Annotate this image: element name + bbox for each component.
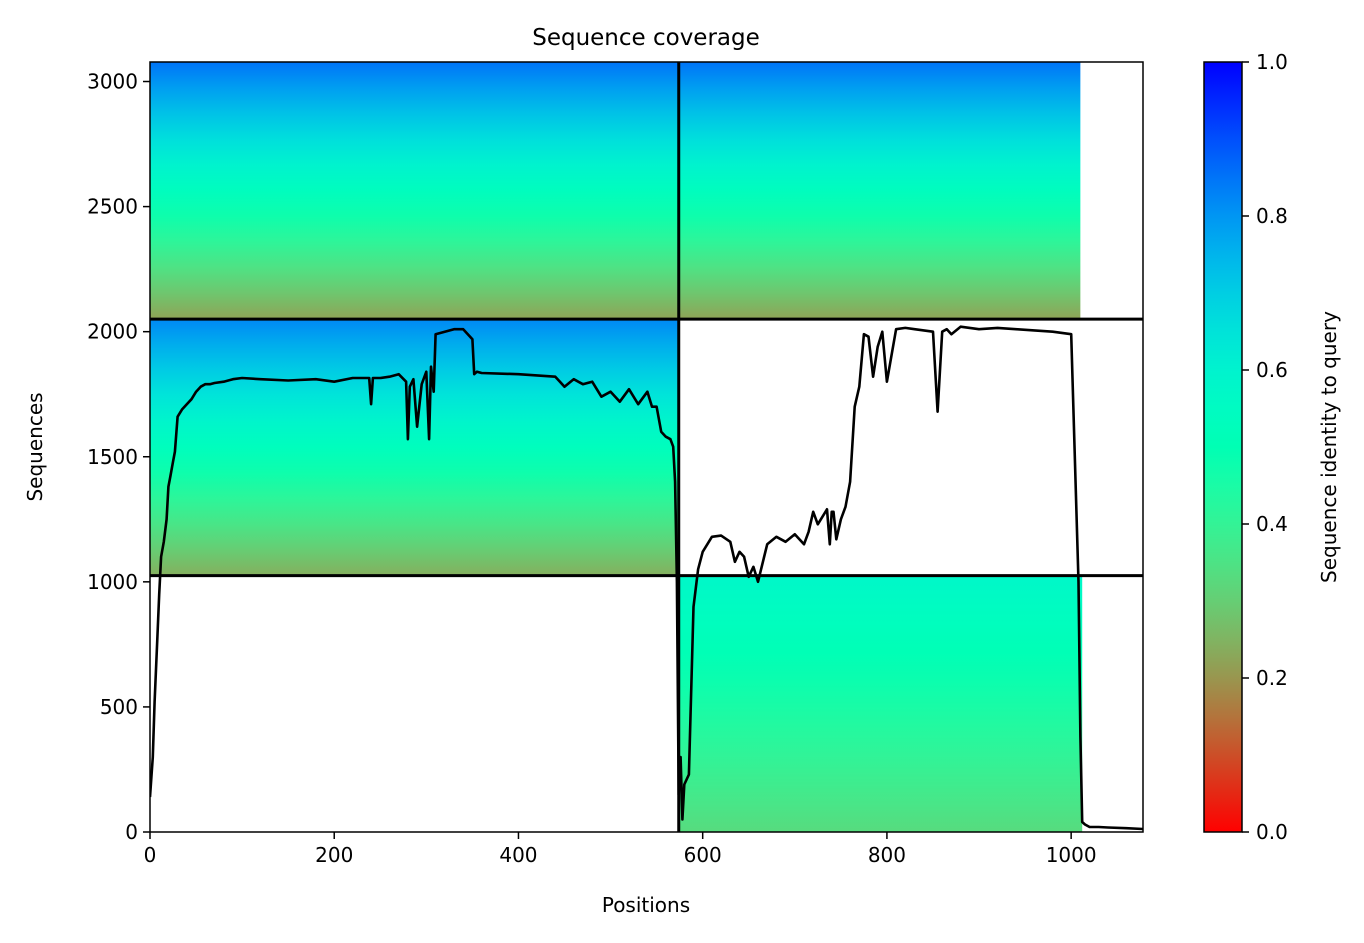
heatmap-block — [678, 62, 1081, 320]
x-axis-ticks: 0 200 400 600 800 1000 — [144, 832, 1097, 867]
x-tick-label: 1000 — [1046, 843, 1097, 867]
y-axis-label: Sequences — [23, 392, 47, 501]
y-tick-label: 500 — [100, 695, 138, 719]
colorbar — [1203, 61, 1243, 833]
x-tick-label: 800 — [868, 843, 906, 867]
colorbar-ticks: 0.0 0.2 0.4 0.6 0.8 1.0 — [1242, 50, 1288, 844]
colorbar-tick-label: 0.8 — [1256, 204, 1288, 228]
colorbar-tick-label: 0.0 — [1256, 820, 1288, 844]
y-tick-label: 0 — [125, 820, 138, 844]
colorbar-label: Sequence identity to query — [1317, 311, 1341, 583]
coverage-line-layer — [150, 325, 1143, 831]
heatmap-block — [678, 575, 1083, 832]
y-tick-label: 1000 — [87, 570, 138, 594]
colorbar-tick-label: 0.2 — [1256, 666, 1288, 690]
plot-frame — [149, 61, 1144, 833]
x-tick-label: 400 — [499, 843, 537, 867]
x-tick-label: 0 — [144, 843, 157, 867]
colorbar-tick-label: 0.6 — [1256, 358, 1288, 382]
colorbar-tick-label: 0.4 — [1256, 512, 1288, 536]
coverage-line — [150, 325, 1143, 831]
x-tick-label: 200 — [315, 843, 353, 867]
y-tick-label: 1500 — [87, 445, 138, 469]
chart-title: Sequence coverage — [532, 25, 760, 51]
heatmap-block — [150, 319, 679, 576]
heatmap-block — [150, 62, 679, 320]
x-axis-label: Positions — [602, 893, 690, 917]
colorbar-tick-label: 1.0 — [1256, 50, 1288, 74]
y-tick-label: 2500 — [87, 195, 138, 219]
y-axis-ticks: 0 500 1000 1500 2000 2500 3000 — [87, 70, 150, 844]
heatmap-blocks — [150, 62, 1083, 832]
y-tick-label: 3000 — [87, 70, 138, 94]
x-tick-label: 600 — [684, 843, 722, 867]
y-tick-label: 2000 — [87, 320, 138, 344]
